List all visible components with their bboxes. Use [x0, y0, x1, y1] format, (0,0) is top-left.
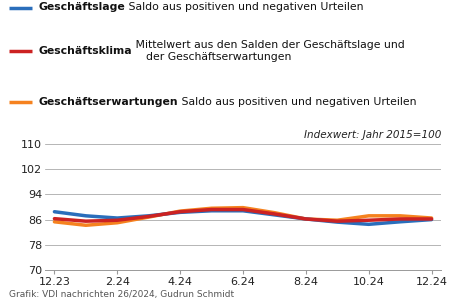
- Text: Geschäftsklima: Geschäftsklima: [38, 46, 132, 56]
- Text: Indexwert: Jahr 2015=100: Indexwert: Jahr 2015=100: [304, 130, 441, 140]
- Text: Geschäftslage: Geschäftslage: [38, 2, 125, 13]
- Text: Saldo aus positiven und negativen Urteilen: Saldo aus positiven und negativen Urteil…: [125, 2, 364, 13]
- Text: Geschäftserwartungen: Geschäftserwartungen: [38, 97, 178, 107]
- Text: Grafik: VDI nachrichten 26/2024, Gudrun Schmidt: Grafik: VDI nachrichten 26/2024, Gudrun …: [9, 290, 234, 298]
- Text: Saldo aus positiven und negativen Urteilen: Saldo aus positiven und negativen Urteil…: [178, 97, 416, 107]
- Text: Mittelwert aus den Salden der Geschäftslage und
    der Geschäftserwartungen: Mittelwert aus den Salden der Geschäftsl…: [132, 40, 405, 62]
